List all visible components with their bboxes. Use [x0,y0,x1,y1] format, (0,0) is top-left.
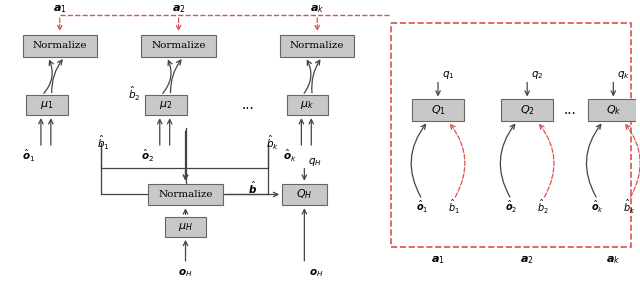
Text: $\hat{b}_k$: $\hat{b}_k$ [623,198,636,217]
Text: $\hat{\boldsymbol{o}}_k$: $\hat{\boldsymbol{o}}_k$ [283,148,296,164]
Text: $\boldsymbol{a}_1$: $\boldsymbol{a}_1$ [53,3,67,15]
Text: $\boldsymbol{a}_k$: $\boldsymbol{a}_k$ [310,3,324,15]
Text: $q_H$: $q_H$ [308,156,322,168]
Text: $\boldsymbol{a}_2$: $\boldsymbol{a}_2$ [172,3,186,15]
Text: $\hat{\boldsymbol{o}}_k$: $\hat{\boldsymbol{o}}_k$ [591,199,604,215]
Text: $\hat{b}_1$: $\hat{b}_1$ [97,134,109,152]
FancyBboxPatch shape [141,35,216,57]
FancyBboxPatch shape [287,96,328,115]
FancyBboxPatch shape [280,35,355,57]
FancyBboxPatch shape [501,100,553,121]
FancyBboxPatch shape [164,217,206,237]
Text: Normalize: Normalize [151,41,206,50]
Text: $\hat{b}_2$: $\hat{b}_2$ [537,198,549,217]
Text: Normalize: Normalize [290,41,344,50]
Text: $\hat{b}_k$: $\hat{b}_k$ [266,134,279,152]
Text: $q_k$: $q_k$ [617,69,630,81]
Text: $\hat{b}_2$: $\hat{b}_2$ [128,84,140,103]
Text: $q_2$: $q_2$ [531,69,543,81]
Text: $Q_H$: $Q_H$ [296,188,312,201]
FancyBboxPatch shape [26,96,68,115]
Text: ...: ... [241,98,254,112]
Bar [390,23,631,247]
Text: $\hat{\boldsymbol{o}}_1$: $\hat{\boldsymbol{o}}_1$ [22,148,36,164]
Text: $\hat{\boldsymbol{b}}$: $\hat{\boldsymbol{b}}$ [248,179,257,196]
Text: $\boldsymbol{a}_2$: $\boldsymbol{a}_2$ [520,254,534,266]
Text: $\hat{\boldsymbol{o}}_2$: $\hat{\boldsymbol{o}}_2$ [505,199,518,215]
Text: $\mu_k$: $\mu_k$ [300,99,314,111]
Text: $\mu_H$: $\mu_H$ [178,221,193,233]
Text: $\boldsymbol{o}_H$: $\boldsymbol{o}_H$ [179,267,193,279]
Text: $Q_1$: $Q_1$ [431,104,445,117]
Text: $\mu_2$: $\mu_2$ [159,99,172,111]
Text: $\hat{\boldsymbol{o}}_1$: $\hat{\boldsymbol{o}}_1$ [416,199,428,215]
Text: $\boldsymbol{o}_H$: $\boldsymbol{o}_H$ [309,267,323,279]
Text: $\boldsymbol{a}_k$: $\boldsymbol{a}_k$ [606,254,621,266]
Text: $q_1$: $q_1$ [442,69,454,81]
Text: $Q_k$: $Q_k$ [605,104,621,117]
FancyBboxPatch shape [148,184,223,205]
FancyBboxPatch shape [588,100,639,121]
FancyBboxPatch shape [282,184,326,205]
Text: $Q_2$: $Q_2$ [520,104,534,117]
Text: $\mu_1$: $\mu_1$ [40,99,54,111]
Text: $\hat{b}_1$: $\hat{b}_1$ [448,198,460,217]
Text: $\boldsymbol{a}_1$: $\boldsymbol{a}_1$ [431,254,445,266]
FancyBboxPatch shape [145,96,186,115]
FancyBboxPatch shape [22,35,97,57]
Text: ...: ... [564,103,577,117]
Text: $\hat{\boldsymbol{o}}_2$: $\hat{\boldsymbol{o}}_2$ [141,148,154,164]
Text: Normalize: Normalize [33,41,87,50]
FancyBboxPatch shape [412,100,464,121]
Text: Normalize: Normalize [158,190,212,199]
